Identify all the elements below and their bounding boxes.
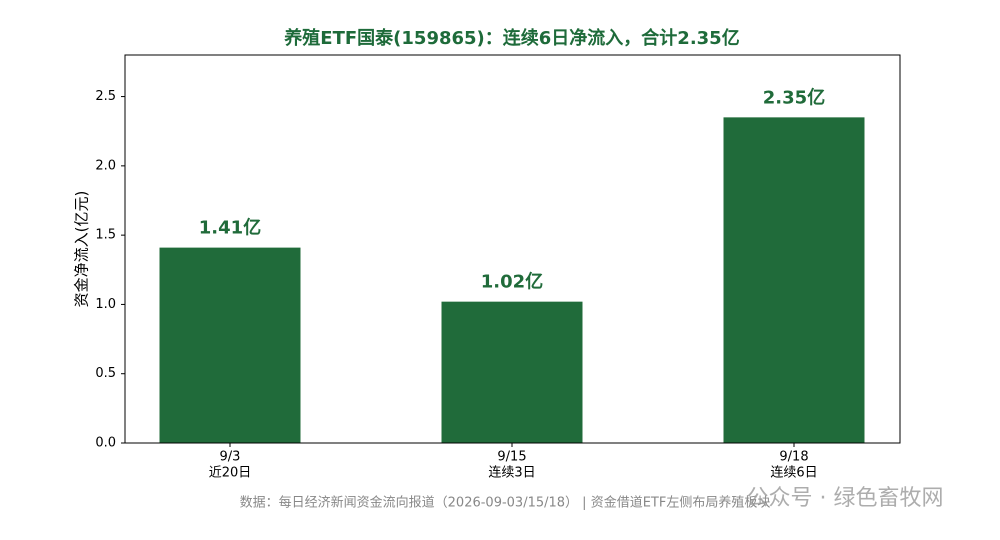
x-tick-note: 连续6日	[770, 465, 817, 481]
y-tick-label: 1.5	[95, 228, 116, 243]
y-tick-label: 1.0	[95, 297, 116, 312]
x-tick-note: 连续3日	[488, 465, 535, 481]
y-tick-label: 2.5	[95, 89, 116, 104]
value-label: 1.41亿	[199, 217, 261, 239]
footnote: 数据：每日经济新闻资金流向报道（2026-09-03/15/18） | 资金借道…	[240, 495, 771, 511]
x-tick-note: 近20日	[209, 466, 252, 481]
x-tick-label: 9/18	[779, 450, 808, 465]
x-tick-label: 9/3	[220, 450, 241, 465]
chart-title: 养殖ETF国泰(159865)：连续6日净流入，合计2.35亿	[283, 27, 739, 49]
value-label: 1.02亿	[481, 271, 543, 293]
y-tick-label: 0.0	[95, 436, 116, 451]
bar	[723, 117, 865, 443]
watermark: 公众号 · 绿色畜牧网	[747, 486, 944, 511]
bar	[441, 301, 583, 443]
y-tick-label: 2.0	[95, 158, 116, 173]
y-tick-label: 0.5	[95, 366, 116, 381]
plot-frame	[124, 54, 901, 444]
value-label: 2.35亿	[763, 86, 825, 108]
bar	[159, 247, 301, 443]
y-axis-label: 资金净流入(亿元)	[73, 191, 91, 308]
x-tick-label: 9/15	[497, 450, 526, 465]
